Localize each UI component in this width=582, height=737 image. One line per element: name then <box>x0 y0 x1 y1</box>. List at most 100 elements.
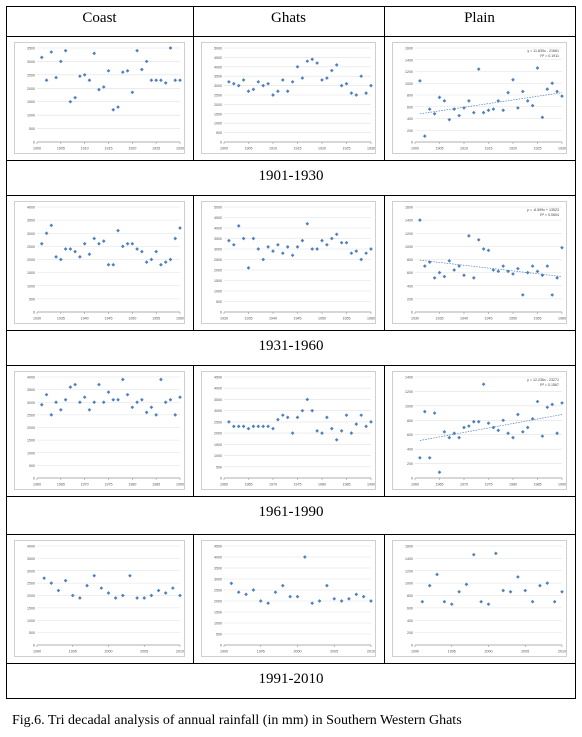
data-point <box>231 81 236 86</box>
x-tick-label: 1910 <box>269 147 277 151</box>
data-point <box>280 251 285 256</box>
data-point <box>427 583 432 588</box>
data-point <box>85 583 89 588</box>
data-point <box>501 264 506 268</box>
period-cell <box>6 663 576 699</box>
data-point <box>494 551 498 556</box>
x-tick-label: 1970 <box>81 483 89 487</box>
data-point <box>525 425 530 430</box>
data-point <box>58 257 63 262</box>
data-point <box>266 601 270 606</box>
data-point <box>73 249 77 254</box>
x-tick-label: 1915 <box>105 147 113 151</box>
y-tick-label: 400 <box>407 284 413 288</box>
y-tick-label: 1400 <box>405 219 413 223</box>
x-tick-label: 1900 <box>220 147 228 151</box>
data-point <box>266 424 270 429</box>
data-point <box>106 390 111 394</box>
x-tick-label: 1935 <box>245 317 253 321</box>
y-tick-label: 2500 <box>214 420 222 424</box>
y-tick-label: 1500 <box>214 112 222 116</box>
data-point <box>457 113 461 118</box>
x-tick-label: 1920 <box>128 147 136 151</box>
data-point <box>159 377 163 382</box>
y-tick-label: 1600 <box>405 206 413 210</box>
x-tick-label: 1975 <box>105 483 113 487</box>
y-tick-label: 1000 <box>405 82 413 86</box>
y-tick-label: 0 <box>220 644 222 648</box>
y-tick-label: 1000 <box>405 404 413 408</box>
x-tick-label: 1990 <box>367 483 375 487</box>
y-tick-label: 0 <box>220 141 222 145</box>
data-point <box>457 589 461 594</box>
x-tick-label: 1990 <box>411 650 419 654</box>
data-point <box>236 83 241 88</box>
data-point <box>280 78 285 82</box>
data-point <box>481 247 486 251</box>
data-point <box>290 80 295 84</box>
data-point <box>120 377 125 382</box>
y-tick-label: 0 <box>411 644 413 648</box>
data-point <box>530 417 535 421</box>
data-point <box>92 400 97 405</box>
data-point <box>491 107 496 111</box>
x-tick-label: 1905 <box>57 147 65 151</box>
y-tick-label: 600 <box>407 105 413 109</box>
data-point <box>280 413 285 417</box>
chart-plain-1901-1930: 0 200 400 600 800 1000 1200 1400 1600 1900 1905 191… <box>392 42 567 154</box>
y-tick-label: 600 <box>407 606 413 610</box>
y-tick-label: 5000 <box>214 206 222 210</box>
data-point <box>135 247 139 251</box>
x-tick-label: 1940 <box>460 317 468 321</box>
data-point <box>437 270 442 275</box>
y-tick-label: 500 <box>29 297 35 301</box>
data-point <box>54 255 58 259</box>
data-point <box>140 67 144 72</box>
column-header: Coast <box>82 10 117 26</box>
data-point <box>545 264 550 268</box>
x-tick-label: 1925 <box>343 147 351 151</box>
data-point <box>261 257 266 262</box>
data-point <box>486 421 491 426</box>
r-squared-label: R² = 0.1911 <box>540 54 559 58</box>
scatter-plot: 0 200 400 600 800 1000 1200 1400 1960 1965 1970 197… <box>405 376 566 487</box>
data-point <box>39 241 44 246</box>
data-point <box>39 402 44 407</box>
data-point <box>68 385 73 389</box>
data-point <box>530 599 535 604</box>
period-label: 1961-1990 <box>258 504 324 520</box>
data-point <box>156 588 161 593</box>
y-tick-label: 200 <box>407 129 413 133</box>
data-point <box>63 397 68 402</box>
x-tick-label: 1945 <box>294 317 302 321</box>
data-point <box>295 64 300 69</box>
data-point <box>349 251 354 256</box>
data-point <box>310 408 315 413</box>
data-point <box>540 115 545 120</box>
data-point <box>63 48 68 53</box>
data-point <box>437 95 442 100</box>
y-tick-label: 500 <box>29 127 35 131</box>
y-tick-label: 500 <box>216 633 222 637</box>
data-point <box>442 429 447 434</box>
x-tick-label: 1905 <box>245 147 253 151</box>
y-tick-label: 0 <box>33 311 35 315</box>
period-cell <box>6 496 576 535</box>
x-tick-label: 1990 <box>220 650 228 654</box>
data-point <box>471 552 476 557</box>
data-point <box>73 95 77 100</box>
data-point <box>111 397 116 402</box>
header-cell <box>384 6 576 37</box>
y-tick-label: 1500 <box>214 279 222 283</box>
data-point <box>523 588 528 593</box>
y-tick-label: 1200 <box>405 70 413 74</box>
data-point <box>354 249 359 253</box>
data-point <box>339 429 344 433</box>
y-tick-label: 0 <box>220 311 222 315</box>
trend-equation: y = 12.236x - 23271 <box>527 378 559 382</box>
y-tick-label: 1500 <box>214 443 222 447</box>
data-point <box>325 76 329 80</box>
column-header: Ghats <box>271 10 306 26</box>
data-point <box>545 581 550 585</box>
data-point <box>418 455 422 460</box>
